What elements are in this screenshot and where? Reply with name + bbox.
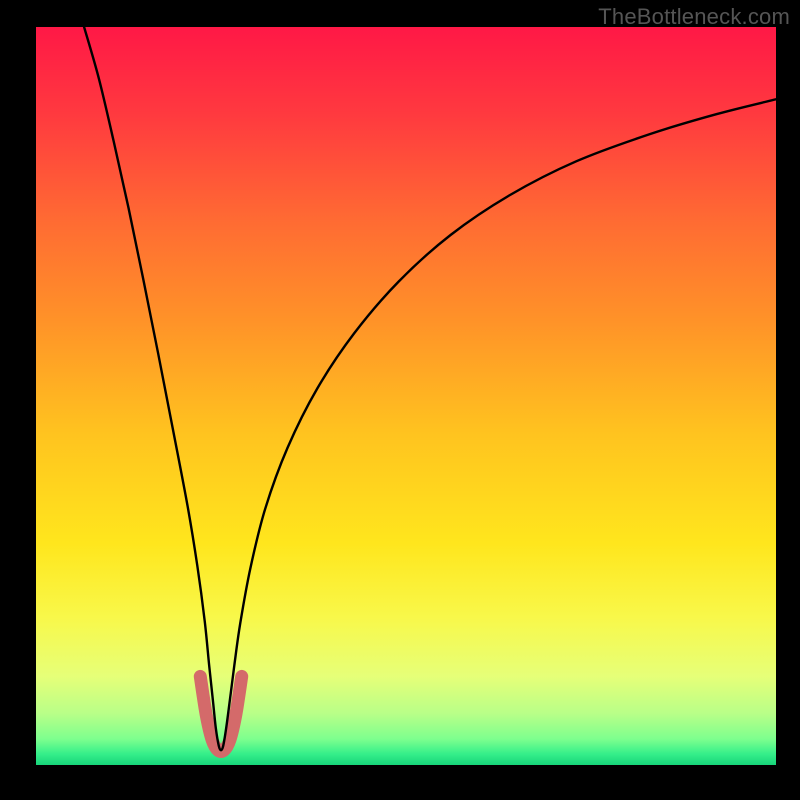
watermark-text: TheBottleneck.com: [598, 4, 790, 30]
valley-highlight: [200, 676, 241, 751]
chart-canvas: TheBottleneck.com: [0, 0, 800, 800]
bottleneck-curve: [84, 27, 776, 750]
plot-area: [36, 27, 776, 765]
curve-layer: [36, 27, 776, 765]
